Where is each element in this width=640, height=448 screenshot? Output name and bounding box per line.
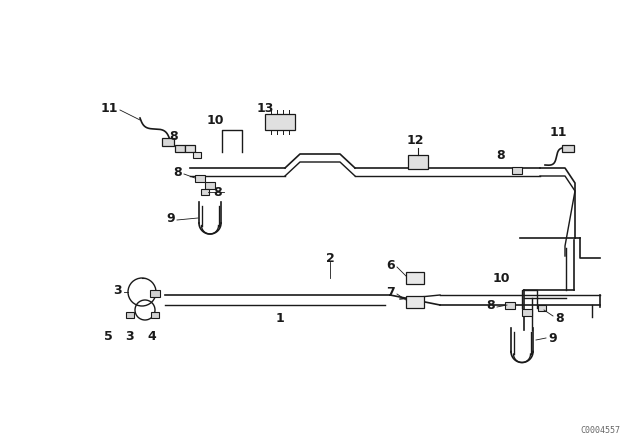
- Text: 2: 2: [326, 251, 334, 264]
- Text: 8: 8: [486, 298, 495, 311]
- Text: 9: 9: [548, 332, 557, 345]
- Text: 10: 10: [493, 271, 510, 284]
- Text: 8: 8: [555, 311, 564, 324]
- FancyBboxPatch shape: [406, 296, 424, 308]
- FancyBboxPatch shape: [185, 145, 195, 151]
- FancyBboxPatch shape: [193, 152, 201, 158]
- FancyBboxPatch shape: [205, 181, 215, 189]
- Text: 7: 7: [387, 285, 395, 298]
- Text: 6: 6: [387, 258, 395, 271]
- FancyBboxPatch shape: [522, 309, 532, 315]
- Text: 12: 12: [406, 134, 424, 146]
- Text: 9: 9: [166, 211, 175, 224]
- Text: 13: 13: [256, 102, 274, 115]
- Text: 10: 10: [206, 113, 224, 126]
- FancyBboxPatch shape: [408, 155, 428, 169]
- FancyBboxPatch shape: [406, 272, 424, 284]
- FancyBboxPatch shape: [195, 175, 205, 181]
- Text: 11: 11: [549, 125, 567, 138]
- Text: 8: 8: [497, 148, 505, 161]
- Text: 11: 11: [100, 102, 118, 115]
- Text: C0004557: C0004557: [580, 426, 620, 435]
- FancyBboxPatch shape: [126, 312, 134, 318]
- Text: 3: 3: [125, 329, 134, 343]
- FancyBboxPatch shape: [175, 145, 185, 151]
- FancyBboxPatch shape: [162, 138, 174, 146]
- FancyBboxPatch shape: [512, 167, 522, 173]
- Text: 8: 8: [213, 185, 222, 198]
- FancyBboxPatch shape: [538, 305, 546, 311]
- FancyBboxPatch shape: [562, 145, 574, 151]
- FancyBboxPatch shape: [265, 114, 295, 130]
- FancyBboxPatch shape: [150, 289, 160, 297]
- Text: 1: 1: [276, 311, 284, 324]
- FancyBboxPatch shape: [505, 302, 515, 309]
- FancyBboxPatch shape: [201, 189, 209, 195]
- FancyBboxPatch shape: [151, 312, 159, 318]
- Text: 4: 4: [148, 329, 156, 343]
- Text: 8: 8: [170, 129, 178, 142]
- Text: 3: 3: [113, 284, 122, 297]
- Text: 5: 5: [104, 329, 113, 343]
- Text: 8: 8: [173, 165, 182, 178]
